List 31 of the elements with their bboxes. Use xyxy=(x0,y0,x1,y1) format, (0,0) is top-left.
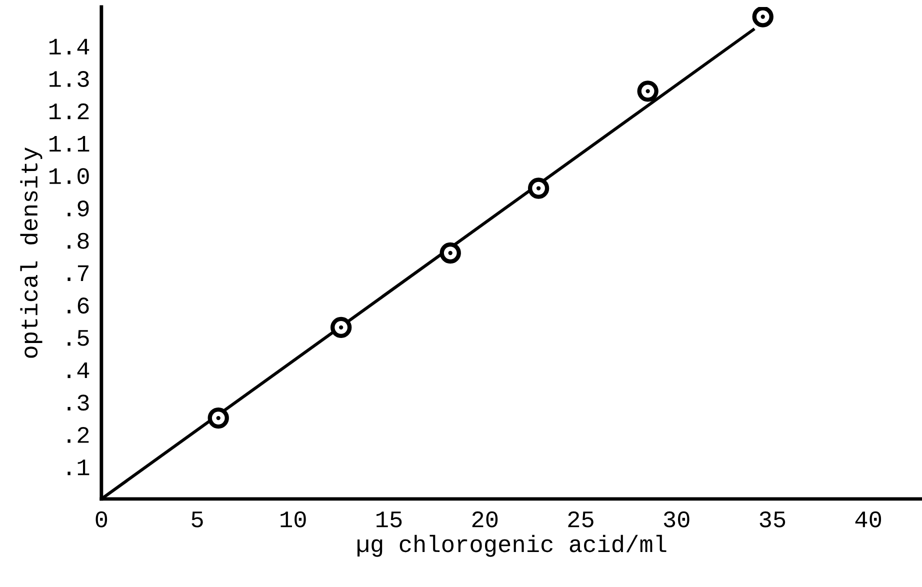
x-tick-label: 25 xyxy=(568,511,594,528)
y-tick-label: .8 xyxy=(68,232,89,249)
point xyxy=(440,242,461,264)
y-tick-label: .7 xyxy=(68,265,88,281)
y-tick-label: .5 xyxy=(68,330,89,346)
y-tick-label: .4 xyxy=(68,362,90,378)
x-axis-title: µg chlorogenic acid/ml xyxy=(357,534,666,557)
x-tick-label: 40 xyxy=(855,511,882,528)
y-tick-label: 1.0 xyxy=(50,168,89,184)
y-tick-label: .1 xyxy=(68,460,90,476)
point xyxy=(637,80,658,102)
y-tick-label: 1.3 xyxy=(50,71,89,88)
x-tick-label: 35 xyxy=(760,511,786,528)
x-tick-label: 10 xyxy=(280,511,306,528)
y-tick-label: .9 xyxy=(68,200,89,216)
point xyxy=(752,7,774,28)
x-tick-label: 5 xyxy=(192,512,203,528)
x-tick-label: 0 xyxy=(96,511,108,528)
y-axis-title: optical density xyxy=(20,148,42,358)
point xyxy=(208,407,229,429)
y-tick-label: .2 xyxy=(68,426,89,443)
x-tick-label: 30 xyxy=(664,511,690,528)
y-tick-label: .3 xyxy=(68,394,89,411)
y-tick-label: 1.1 xyxy=(50,136,90,152)
y-tick-label: 1.4 xyxy=(50,38,90,54)
x-tick-label: 15 xyxy=(376,512,402,528)
point xyxy=(330,316,352,338)
y-tick-label: .6 xyxy=(68,298,89,314)
x-tick-label: 20 xyxy=(472,511,498,528)
point xyxy=(528,178,550,199)
y-tick-label: 1.2 xyxy=(50,103,89,120)
